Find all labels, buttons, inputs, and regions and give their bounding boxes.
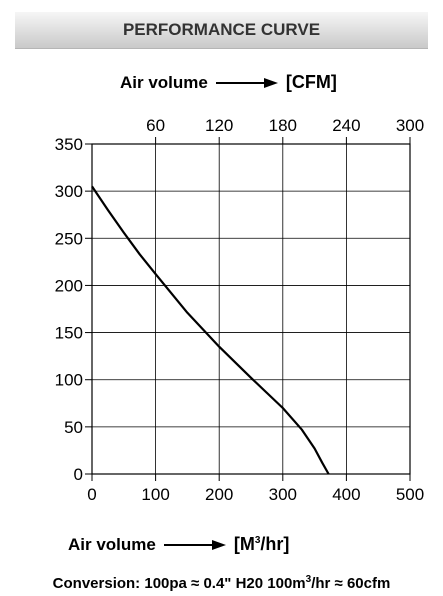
y-tick-label: 100 bbox=[55, 371, 83, 390]
bottom-axis-label: Air volume bbox=[68, 534, 156, 554]
bottom-axis-caption: Air volume [M3/hr] bbox=[68, 534, 289, 555]
y-tick-label: 350 bbox=[55, 135, 83, 154]
y-tick-label: 300 bbox=[55, 182, 83, 201]
x-tick-label: 300 bbox=[269, 485, 297, 504]
y-tick-label: 250 bbox=[55, 229, 83, 248]
x2-tick-label: 240 bbox=[332, 116, 360, 135]
conversion-footnote: Conversion: 100pa ≈ 0.4" H20 100m3/hr ≈ … bbox=[52, 574, 391, 592]
right-arrow-icon bbox=[163, 539, 226, 550]
x-tick-label: 200 bbox=[205, 485, 233, 504]
bottom-axis-unit: [M3/hr] bbox=[233, 534, 290, 554]
x2-tick-label: 180 bbox=[269, 116, 297, 135]
y-tick-label: 0 bbox=[74, 465, 83, 484]
chart-title: PERFORMANCE CURVE bbox=[122, 20, 321, 39]
top-axis-label: Air volume bbox=[120, 72, 208, 92]
x-tick-label: 400 bbox=[332, 485, 360, 504]
y-tick-label: 50 bbox=[64, 418, 83, 437]
plot-frame bbox=[91, 143, 411, 475]
x-tick-label: 0 bbox=[87, 485, 96, 504]
x-tick-label: 100 bbox=[141, 485, 169, 504]
chart-title-banner: PERFORMANCE CURVE bbox=[15, 12, 428, 49]
top-axis-unit: [CFM] bbox=[285, 72, 337, 92]
x2-tick-label: 120 bbox=[205, 116, 233, 135]
x2-tick-label: 60 bbox=[146, 116, 165, 135]
right-arrow-icon bbox=[215, 77, 278, 88]
top-axis-caption: Air volume [CFM] bbox=[120, 72, 337, 93]
x2-tick-label: 300 bbox=[396, 116, 424, 135]
x-tick-label: 500 bbox=[396, 485, 424, 504]
y-tick-label: 200 bbox=[55, 276, 83, 295]
y-tick-label: 150 bbox=[55, 324, 83, 343]
performance-curve-line bbox=[91, 185, 330, 475]
